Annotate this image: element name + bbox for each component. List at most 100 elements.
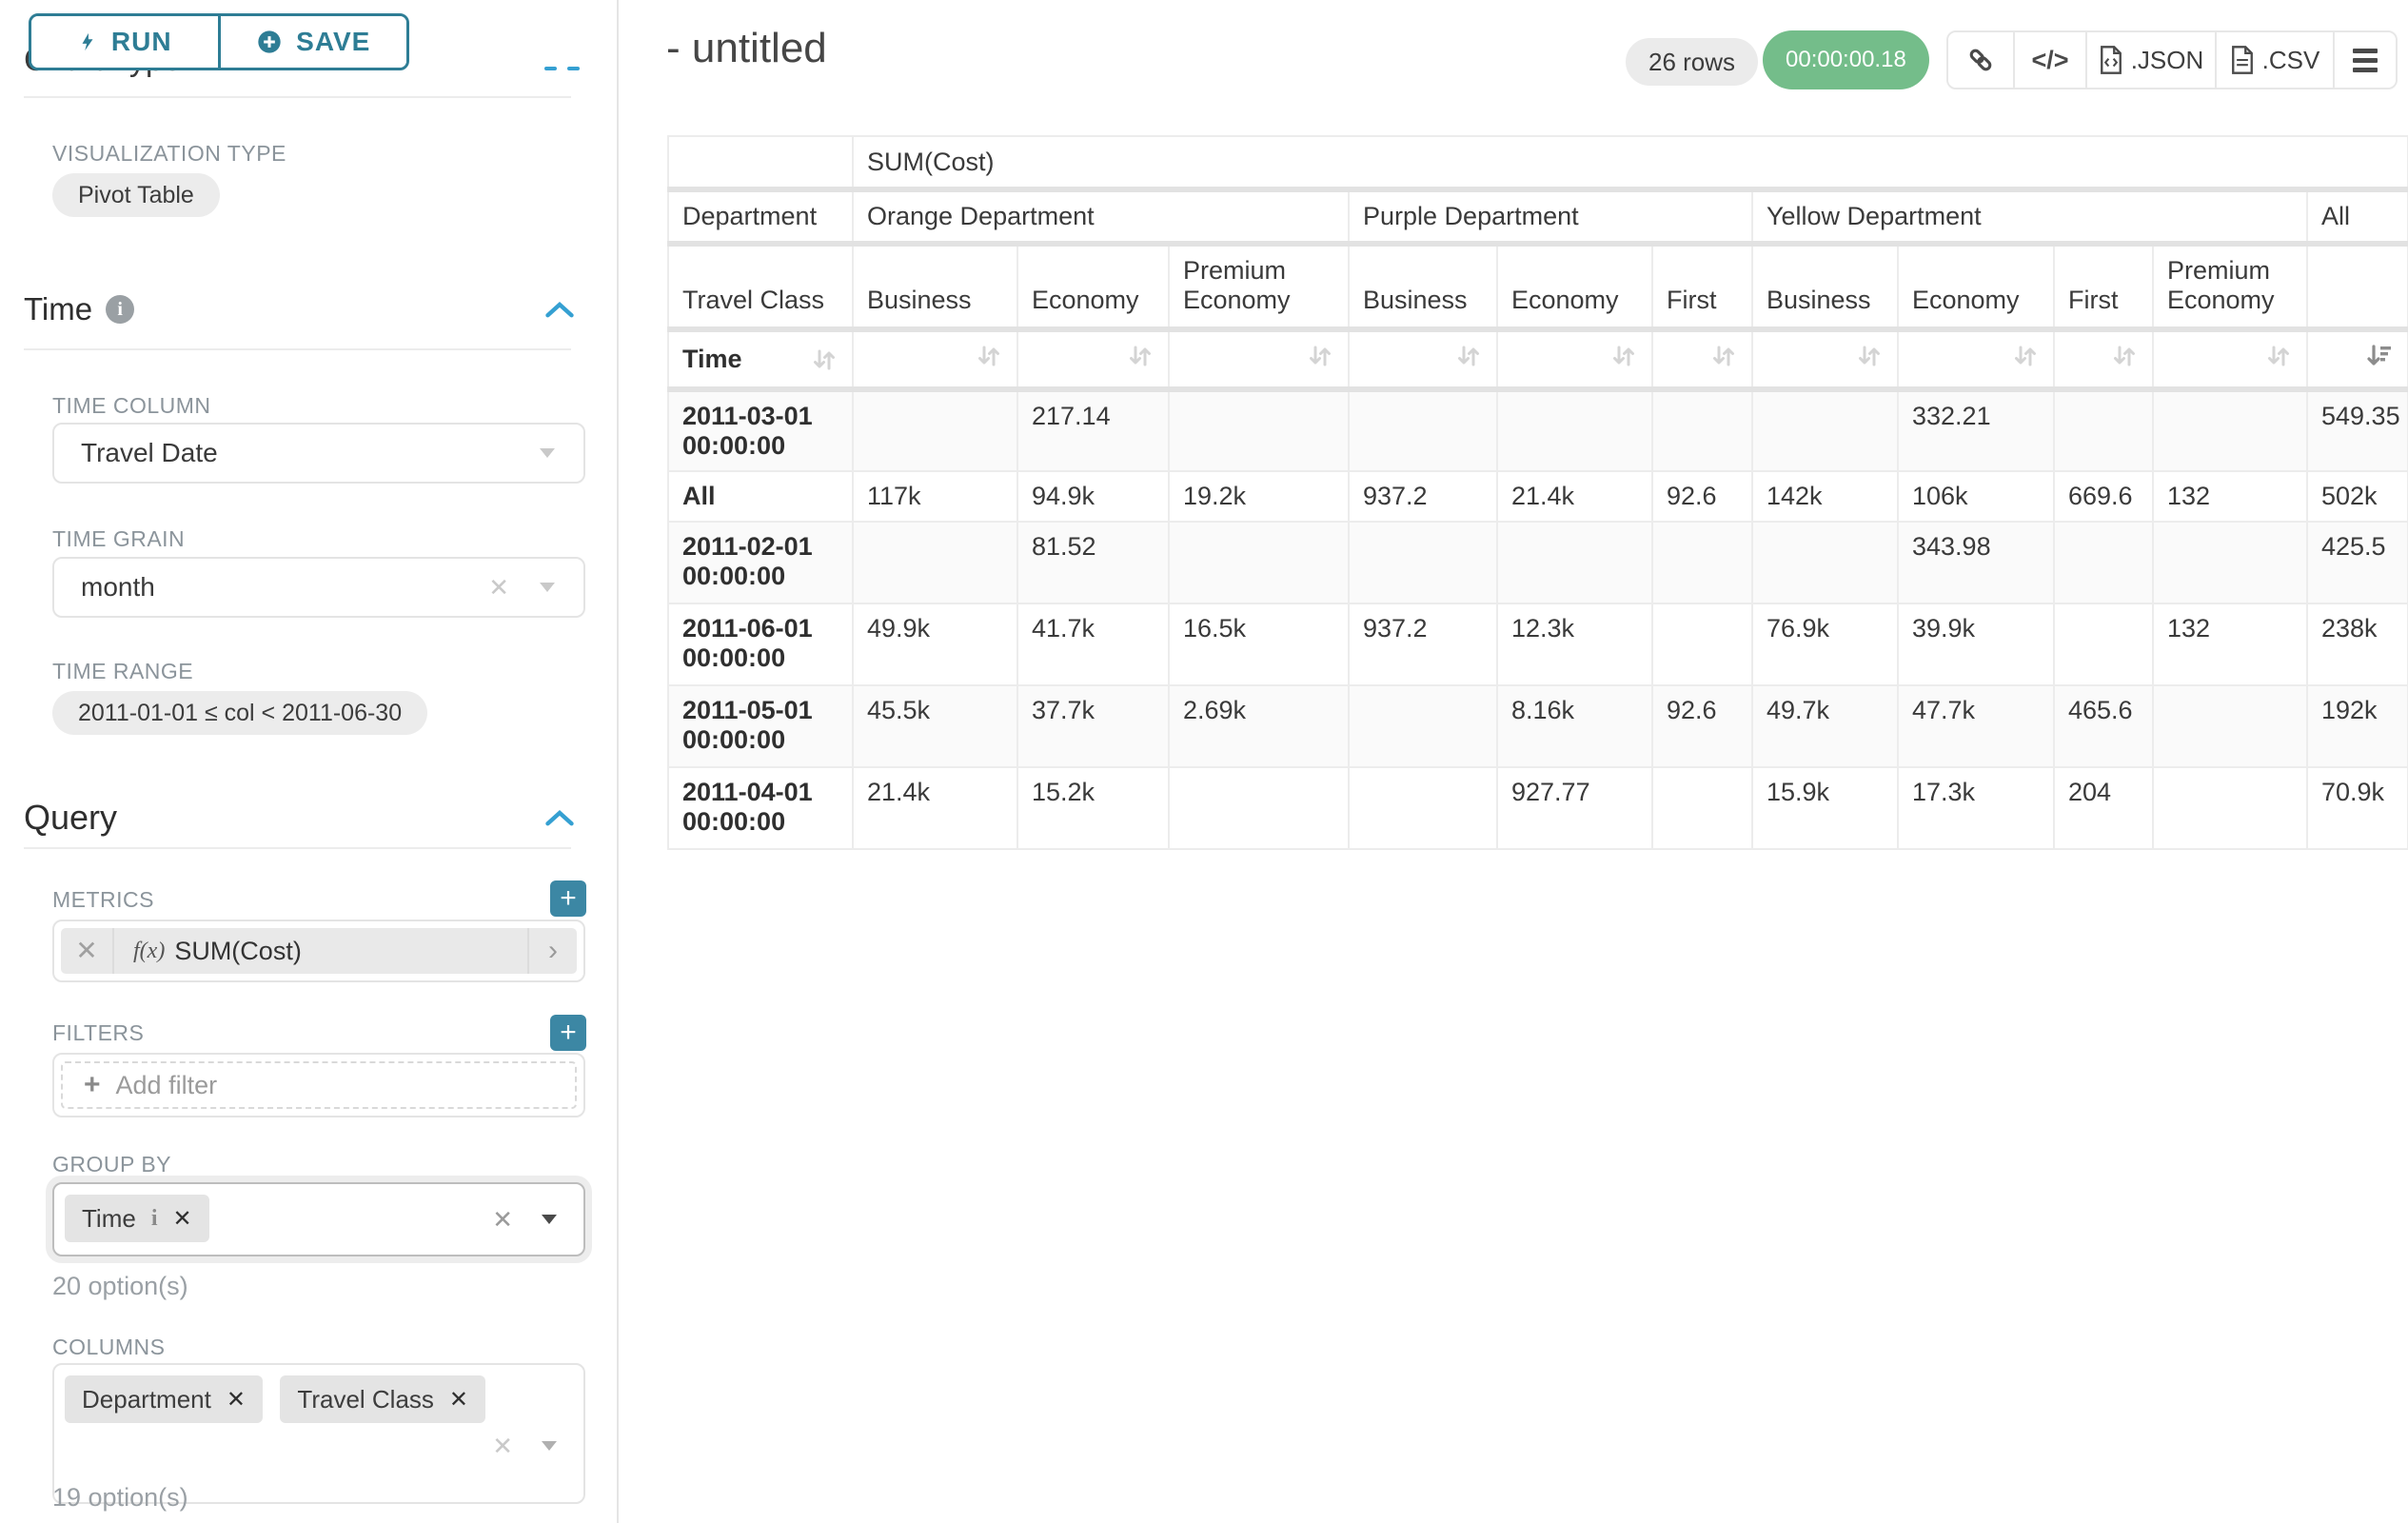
sort-icon[interactable] — [2110, 342, 2139, 370]
cell — [2054, 603, 2153, 685]
cell — [2153, 389, 2307, 471]
group-by-select[interactable]: Time i ✕ ✕ — [52, 1182, 585, 1256]
sort-desc-icon[interactable] — [2365, 342, 2394, 370]
sort-icon[interactable] — [1454, 342, 1483, 370]
share-link-button[interactable] — [1948, 32, 2015, 88]
table-row: 2011-06-01 00:00:0049.9k41.7k16.5k937.21… — [668, 603, 2408, 685]
clear-icon[interactable]: ✕ — [492, 1434, 513, 1458]
cell: 465.6 — [2054, 685, 2153, 767]
add-filter-plus-button[interactable]: + — [550, 1015, 586, 1051]
time-axis-label: Time — [668, 329, 853, 389]
view-query-button[interactable]: </> — [2015, 32, 2087, 88]
add-metric-button[interactable]: + — [550, 880, 586, 917]
remove-icon[interactable]: ✕ — [61, 928, 114, 974]
sort-icon[interactable] — [2011, 342, 2040, 370]
cell: 192k — [2307, 685, 2408, 767]
sort-icon[interactable] — [810, 346, 839, 374]
sort-header-cell — [1497, 329, 1652, 389]
chevron-down-icon[interactable] — [538, 581, 557, 594]
chevron-down-icon[interactable] — [540, 1439, 559, 1453]
sort-icon[interactable] — [1709, 342, 1738, 370]
travel-class-header: Business — [853, 244, 1017, 329]
columns-chip-travel-class[interactable]: Travel Class ✕ — [280, 1375, 485, 1423]
metric-chip[interactable]: ✕ f(x) SUM(Cost) › — [61, 928, 577, 974]
cell — [2153, 522, 2307, 603]
time-column-select[interactable]: Travel Date — [52, 423, 585, 484]
row-header: 2011-02-01 00:00:00 — [668, 522, 853, 603]
info-icon[interactable]: i — [151, 1206, 158, 1232]
groupby-chip-time[interactable]: Time i ✕ — [65, 1195, 209, 1242]
chevron-down-icon[interactable] — [540, 1213, 559, 1226]
cell: 937.2 — [1349, 603, 1497, 685]
remove-icon[interactable]: ✕ — [172, 1205, 191, 1233]
clear-icon[interactable]: ✕ — [488, 575, 509, 600]
columns-chip-department[interactable]: Department ✕ — [65, 1375, 263, 1423]
cell — [1497, 389, 1652, 471]
time-grain-select[interactable]: month ✕ — [52, 557, 585, 618]
collapsed-chevron-icon[interactable] — [544, 67, 557, 70]
cell: 132 — [2153, 471, 2307, 522]
run-save-button-group: RUN SAVE — [29, 13, 409, 70]
cell: 15.2k — [1017, 767, 1169, 849]
row-header: 2011-04-01 00:00:00 — [668, 767, 853, 849]
time-grain-value: month — [81, 572, 155, 603]
add-filter-button[interactable]: + Add filter — [61, 1061, 577, 1109]
cell: 17.3k — [1898, 767, 2054, 849]
sidebar: Chart Type RUN SAVE VISUALIZATION TYPE P… — [0, 0, 619, 1523]
travel-class-header — [2307, 244, 2408, 329]
pivot-table-container: SUM(Cost)DepartmentOrange DepartmentPurp… — [667, 135, 2408, 850]
section-divider — [24, 96, 571, 98]
clear-icon[interactable]: ✕ — [492, 1207, 513, 1232]
row-header: 2011-03-01 00:00:00 — [668, 389, 853, 471]
section-divider — [24, 348, 571, 350]
more-options-button[interactable] — [2335, 32, 2396, 88]
info-icon[interactable]: i — [106, 295, 134, 324]
export-csv-button[interactable]: .CSV — [2217, 32, 2335, 88]
remove-icon[interactable]: ✕ — [227, 1386, 246, 1414]
sort-icon[interactable] — [1855, 342, 1884, 370]
chevron-down-icon[interactable] — [538, 446, 557, 460]
cell — [1349, 522, 1497, 603]
sort-icon[interactable] — [1306, 342, 1334, 370]
sort-icon[interactable] — [1126, 342, 1155, 370]
hamburger-icon — [2353, 68, 2378, 72]
time-range-pill[interactable]: 2011-01-01 ≤ col < 2011-06-30 — [52, 691, 427, 735]
cell — [1752, 389, 1898, 471]
cell: 47.7k — [1898, 685, 2054, 767]
row-header: All — [668, 471, 853, 522]
row-count-badge: 26 rows — [1626, 38, 1758, 86]
time-column-value: Travel Date — [81, 438, 218, 468]
query-timer-badge: 00:00:00.18 — [1763, 30, 1929, 89]
cell: 16.5k — [1169, 603, 1349, 685]
chevron-right-icon[interactable]: › — [527, 928, 577, 974]
group-by-label: GROUP BY — [52, 1152, 171, 1177]
collapsed-chevron-icon[interactable] — [567, 67, 580, 70]
table-row: 2011-04-01 00:00:0021.4k15.2k927.7715.9k… — [668, 767, 2408, 849]
cell: 669.6 — [2054, 471, 2153, 522]
chevron-up-icon[interactable] — [545, 808, 574, 827]
travel-class-header: First — [2054, 244, 2153, 329]
sort-icon[interactable] — [2264, 342, 2293, 370]
cell — [1652, 389, 1752, 471]
run-button[interactable]: RUN — [31, 16, 221, 68]
export-json-button[interactable]: .JSON — [2087, 32, 2217, 88]
travel-class-header: Economy — [1017, 244, 1169, 329]
cell: 76.9k — [1752, 603, 1898, 685]
cell: 927.77 — [1497, 767, 1652, 849]
sort-header-cell — [2307, 329, 2408, 389]
sort-header-cell — [1898, 329, 2054, 389]
chart-title[interactable]: - untitled — [666, 25, 827, 72]
sort-icon[interactable] — [1609, 342, 1638, 370]
save-button[interactable]: SAVE — [221, 16, 407, 68]
time-range-label: TIME RANGE — [52, 659, 193, 684]
chevron-up-icon[interactable] — [545, 300, 574, 319]
remove-icon[interactable]: ✕ — [449, 1386, 468, 1414]
sort-header-cell — [1169, 329, 1349, 389]
cell — [1752, 522, 1898, 603]
viz-type-pill[interactable]: Pivot Table — [52, 173, 220, 217]
metric-name: SUM(Cost) — [174, 937, 302, 966]
travel-class-header-row: Travel ClassBusinessEconomyPremium Econo… — [668, 244, 2408, 329]
sort-icon[interactable] — [975, 342, 1003, 370]
travel-class-axis-label: Travel Class — [668, 244, 853, 329]
metric-header-row: SUM(Cost) — [668, 136, 2408, 189]
